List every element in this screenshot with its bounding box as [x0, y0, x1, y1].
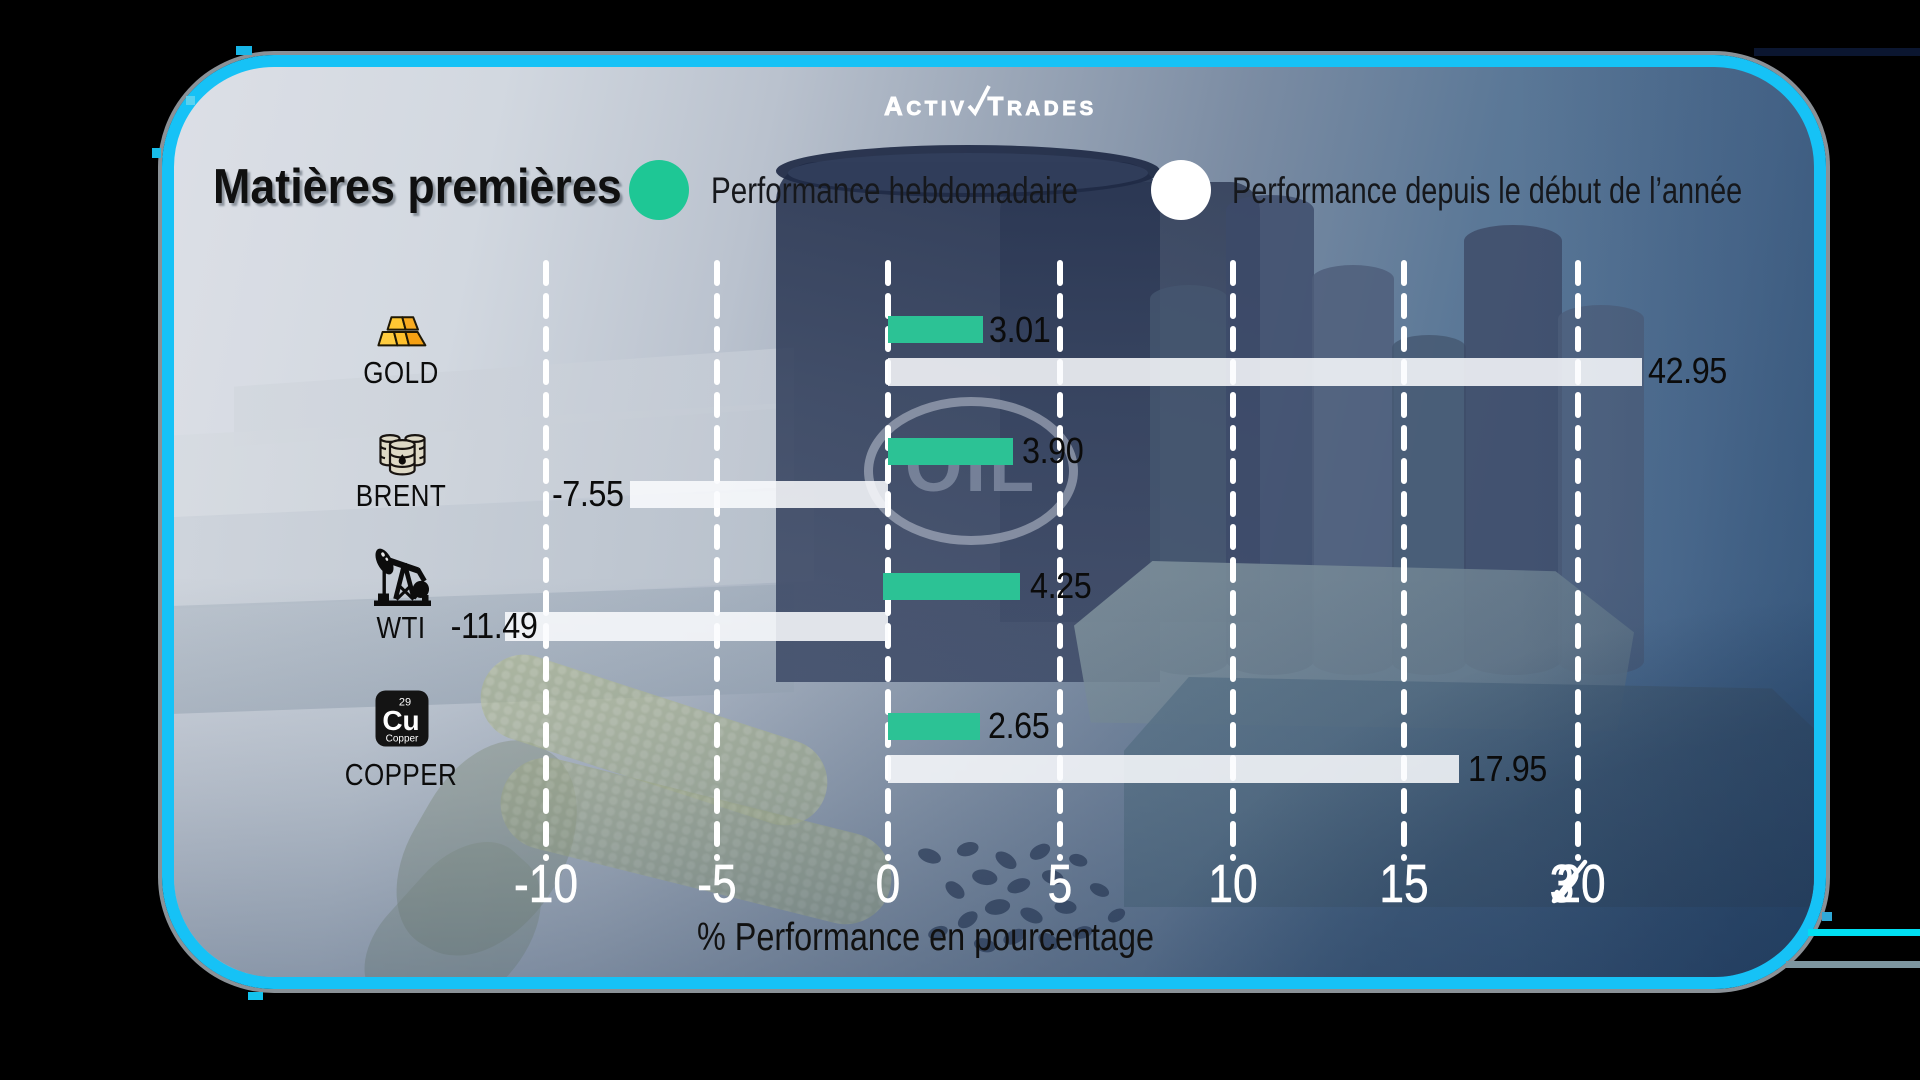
- svg-text:Cu: Cu: [382, 705, 419, 736]
- svg-text:29: 29: [399, 697, 411, 709]
- svg-text:Copper: Copper: [386, 734, 419, 745]
